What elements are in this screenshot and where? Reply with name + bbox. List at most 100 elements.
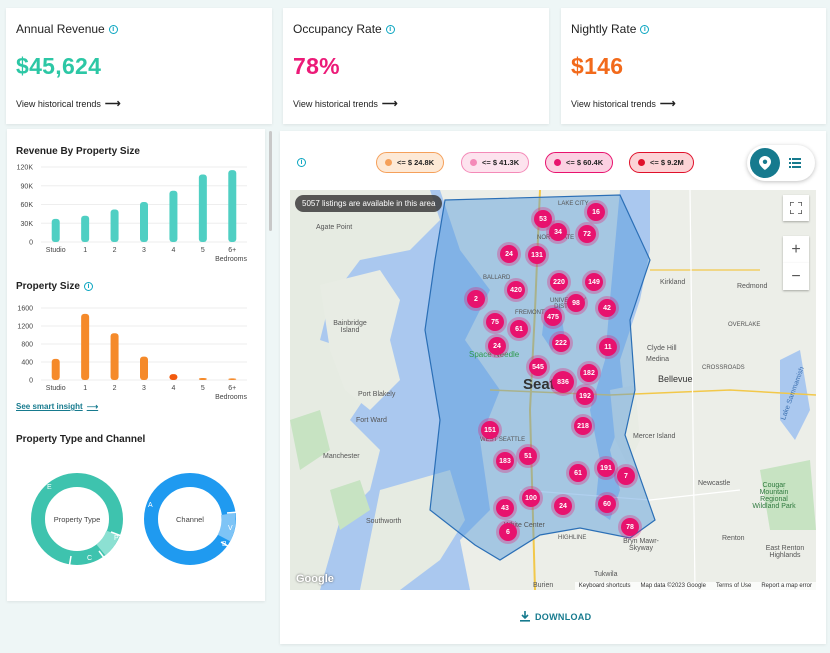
bar (81, 215, 90, 242)
listing-cluster-marker[interactable]: 836 (552, 371, 574, 393)
bar (51, 218, 60, 242)
info-icon[interactable]: i (640, 24, 650, 34)
listing-cluster-marker[interactable]: 75 (486, 313, 504, 331)
listing-cluster-marker[interactable]: 11 (599, 338, 617, 356)
x-tick-label: 1 (83, 247, 87, 254)
info-icon[interactable]: i (385, 24, 395, 34)
listing-cluster-marker[interactable]: 420 (507, 281, 525, 299)
listing-cluster-marker[interactable]: 53 (534, 210, 552, 228)
listing-cluster-marker[interactable]: 78 (621, 518, 639, 536)
listing-cluster-marker[interactable]: 545 (529, 358, 547, 376)
download-button[interactable]: DOWNLOAD (520, 611, 591, 622)
legend-chip-2[interactable]: <= $ 41.3K (461, 152, 530, 173)
listing-cluster-marker[interactable]: 51 (519, 447, 537, 465)
listing-cluster-marker[interactable]: 24 (488, 337, 506, 355)
view-toggle[interactable] (747, 145, 815, 181)
property-size-title: Property Size (16, 281, 80, 292)
place-label: Bellevue (658, 374, 693, 384)
info-icon[interactable]: i (108, 24, 118, 34)
place-label: OVERLAKE (728, 322, 761, 328)
place-label: Fort Ward (356, 417, 387, 424)
listing-cluster-marker[interactable]: 72 (578, 225, 596, 243)
listing-cluster-marker[interactable]: 222 (552, 334, 570, 352)
bar (140, 202, 148, 242)
fullscreen-button[interactable] (783, 195, 809, 221)
listing-cluster-marker[interactable]: 192 (576, 387, 594, 405)
listing-cluster-marker[interactable]: 100 (522, 489, 540, 507)
listing-cluster-marker[interactable]: 24 (500, 245, 518, 263)
property-type-donut[interactable]: E P C Property Type (27, 469, 127, 569)
place-label: Redmond (737, 283, 768, 290)
list-view-button[interactable] (787, 155, 803, 171)
listing-cluster-marker[interactable]: 149 (585, 273, 603, 291)
bar (198, 377, 207, 380)
place-label: Medina (646, 356, 669, 363)
bar (81, 313, 90, 380)
terms-link[interactable]: Terms of Use (715, 583, 752, 589)
map-attribution: Keyboard shortcuts Map data ©2023 Google… (574, 582, 816, 590)
listing-cluster-marker[interactable]: 16 (587, 203, 605, 221)
listing-cluster-marker[interactable]: 182 (580, 364, 598, 382)
listing-cluster-marker[interactable]: 2 (467, 290, 485, 308)
listing-cluster-marker[interactable]: 6 (499, 523, 517, 541)
bar (169, 374, 178, 380)
legend-dot (638, 159, 645, 166)
info-icon[interactable]: i (83, 282, 93, 291)
x-tick-label: 3 (142, 247, 146, 254)
arrow-right-icon: ⟶ (381, 98, 398, 110)
legend-chip-3[interactable]: <= $ 60.4K (545, 152, 614, 173)
legend-chip-1[interactable]: <= $ 24.8K (376, 152, 445, 173)
property-type-channel-title: Property Type and Channel (16, 434, 146, 445)
left-panel-scrollbar[interactable] (269, 131, 272, 231)
map-data-notice: Map data ©2023 Google (640, 583, 706, 589)
map-view-button[interactable] (750, 148, 780, 178)
legend-dot (385, 159, 392, 166)
arrow-right-icon: ⟶ (659, 98, 676, 110)
map-panel: i <= $ 24.8K <= $ 41.3K <= $ 60.4K <= $ … (280, 131, 826, 644)
listing-cluster-marker[interactable]: 24 (554, 497, 572, 515)
bar (228, 378, 237, 380)
x-tick-label: Studio (46, 385, 66, 392)
x-axis-label: Bedrooms (215, 394, 247, 401)
listing-cluster-marker[interactable]: 183 (496, 452, 514, 470)
channel-donut[interactable]: A V B Channel (140, 469, 240, 569)
bar (110, 333, 119, 380)
listing-cluster-marker[interactable]: 61 (569, 464, 587, 482)
listing-cluster-marker[interactable]: 98 (567, 294, 585, 312)
listing-cluster-marker[interactable]: 218 (574, 417, 592, 435)
view-trends-link[interactable]: View historical trends ⟶ (571, 97, 816, 110)
listing-cluster-marker[interactable]: 131 (528, 246, 546, 264)
bar (110, 209, 119, 242)
legend-dot (554, 159, 561, 166)
listing-cluster-marker[interactable]: 60 (598, 495, 616, 513)
place-label: HIGHLINE (558, 535, 587, 541)
keyboard-shortcuts-link[interactable]: Keyboard shortcuts (578, 583, 631, 589)
report-error-link[interactable]: Report a map error (761, 583, 812, 589)
y-tick-label: 0 (29, 378, 33, 385)
legend-chip-4[interactable]: <= $ 9.2M (629, 152, 694, 173)
listing-cluster-marker[interactable]: 191 (597, 459, 615, 477)
map-view[interactable]: 5057 listings are available in this area… (290, 190, 816, 590)
y-tick-label: 800 (21, 342, 33, 349)
donut-letter: E (47, 484, 52, 491)
legend-chip-label: <= $ 24.8K (397, 158, 435, 167)
zoom-out-button[interactable]: − (783, 263, 809, 290)
x-tick-label: 1 (83, 385, 87, 392)
view-trends-link[interactable]: View historical trends ⟶ (293, 97, 539, 110)
download-label: DOWNLOAD (535, 611, 592, 622)
see-smart-insight-link[interactable]: See smart insight ⟶ (16, 402, 98, 411)
donut-segment (96, 530, 120, 556)
info-icon[interactable]: i (297, 158, 306, 167)
listing-cluster-marker[interactable]: 42 (598, 299, 616, 317)
listing-cluster-marker[interactable]: 151 (481, 421, 499, 439)
x-tick-label: 5 (201, 385, 205, 392)
listing-cluster-marker[interactable]: 34 (549, 223, 567, 241)
listing-cluster-marker[interactable]: 220 (550, 273, 568, 291)
listing-cluster-marker[interactable]: 7 (617, 467, 635, 485)
view-trends-link[interactable]: View historical trends ⟶ (16, 97, 262, 110)
listing-cluster-marker[interactable]: 43 (496, 499, 514, 517)
listing-cluster-marker[interactable]: 61 (510, 320, 528, 338)
listing-cluster-marker[interactable]: 475 (544, 308, 562, 326)
zoom-in-button[interactable]: + (783, 236, 809, 263)
x-tick-label: 2 (113, 385, 117, 392)
